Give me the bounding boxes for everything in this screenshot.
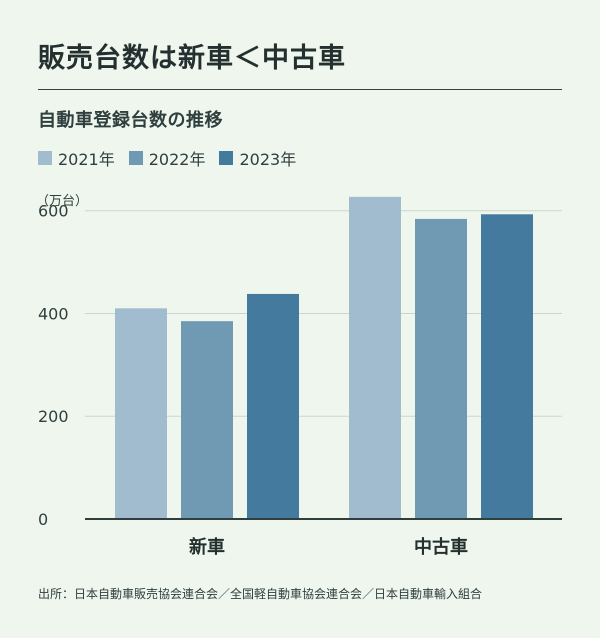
y-tick-label: 600 — [38, 202, 69, 221]
bar-used-2022年 — [415, 218, 467, 519]
chart-title: 自動車登録台数の推移 — [38, 110, 223, 131]
bar-chart: （万台） 0 200 400 600 新車 中古車 — [36, 194, 562, 558]
title-divider — [38, 89, 562, 90]
legend-swatch-2021 — [38, 151, 52, 165]
legend-item-2021: 2021年 — [38, 146, 115, 170]
y-tick-label: 0 — [38, 510, 48, 529]
legend-label-2021: 2021年 — [58, 150, 115, 169]
legend-item-2022: 2022年 — [128, 146, 206, 170]
legend-item-2023: 2023年 — [219, 146, 296, 170]
y-tick-label: 400 — [38, 304, 69, 323]
legend-swatch-2022 — [128, 151, 143, 165]
y-tick-label: 200 — [38, 407, 69, 426]
legend-label-2022: 2022年 — [148, 150, 206, 169]
bar-new-2021年 — [115, 308, 167, 519]
y-unit-label: （万台） — [36, 194, 88, 209]
legend: 2021年 2022年 2023年 — [38, 146, 296, 170]
legend-label-2023: 2023年 — [239, 150, 297, 169]
x-category-label: 新車 — [189, 536, 225, 558]
legend-swatch-2023 — [219, 151, 234, 165]
bar-used-2021年 — [349, 196, 401, 519]
bar-new-2023年 — [247, 293, 299, 519]
x-category-label: 中古車 — [414, 536, 468, 558]
source-note: 出所：日本自動車販売協会連合会／全国軽自動車協会連合会／日本自動車輸入組合 — [38, 587, 483, 601]
bar-new-2022年 — [181, 321, 233, 519]
headline: 販売台数は新車＜中古車 — [38, 43, 346, 74]
bar-used-2023年 — [481, 214, 533, 519]
